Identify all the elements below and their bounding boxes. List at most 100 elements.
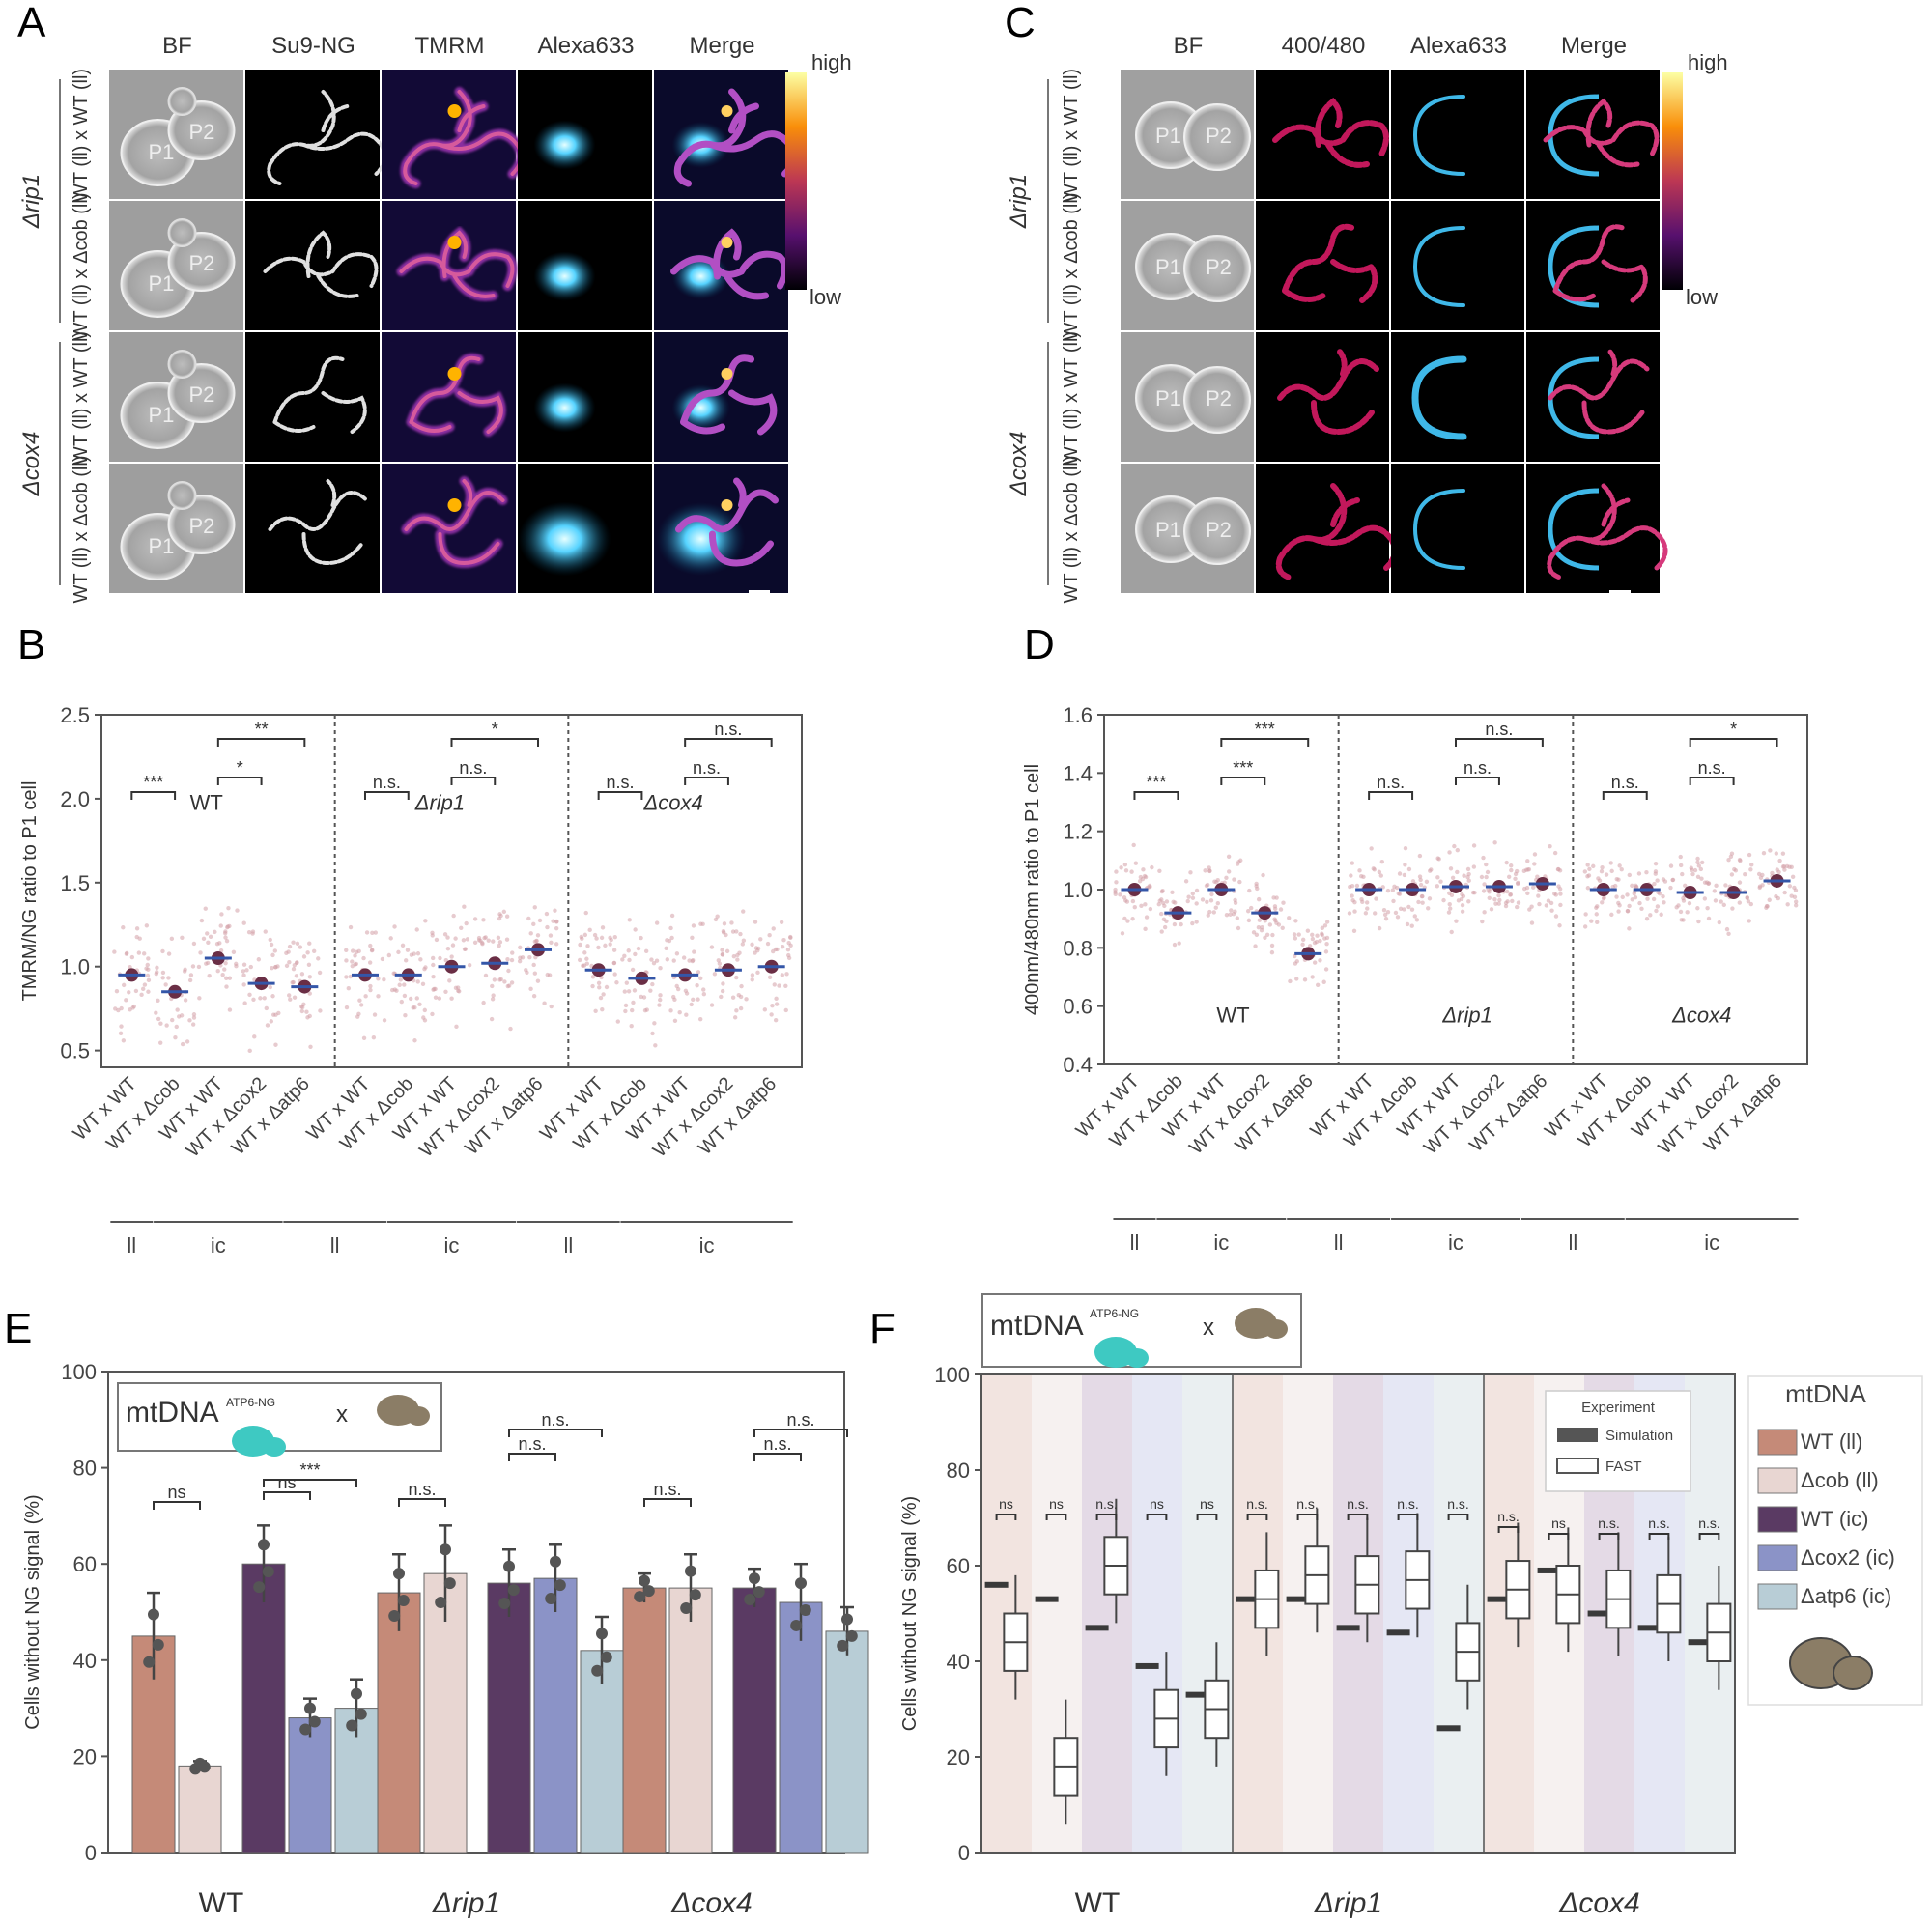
data-point <box>509 980 515 985</box>
inset-label: mtDNA <box>126 1397 219 1429</box>
data-point <box>145 973 151 978</box>
data-point <box>206 940 211 945</box>
data-point <box>1369 846 1374 851</box>
data-point <box>368 983 373 989</box>
data-point <box>1324 920 1330 924</box>
data-point <box>217 941 222 946</box>
data-point <box>137 936 142 941</box>
data-point <box>1235 862 1240 866</box>
data-point <box>409 952 414 957</box>
data-point <box>719 994 724 1000</box>
colorbar-low: low <box>1686 285 1718 309</box>
data-point <box>1516 900 1521 905</box>
data-point <box>1448 906 1453 911</box>
data-point <box>1484 862 1489 867</box>
legend-swatch-simulation <box>1557 1428 1598 1442</box>
data-point <box>1723 883 1728 888</box>
data-point <box>1625 908 1631 914</box>
data-point <box>1743 871 1747 877</box>
alexa633-rim <box>1412 95 1465 176</box>
cell-label-p2: P2 <box>1206 255 1232 279</box>
data-point <box>486 938 491 943</box>
data-point <box>769 1012 774 1017</box>
y-tick-label: 60 <box>73 1552 97 1576</box>
data-point <box>263 929 268 934</box>
simulation-box <box>1286 1596 1310 1602</box>
data-point <box>1397 892 1403 896</box>
data-point <box>1228 912 1233 917</box>
data-point <box>1630 883 1634 889</box>
data-point <box>382 977 386 982</box>
y-tick-label: 100 <box>934 1363 970 1387</box>
data-point <box>731 953 737 959</box>
data-point <box>1292 932 1297 937</box>
y-tick-label: 1.5 <box>60 871 90 895</box>
data-point <box>735 952 740 958</box>
data-point <box>1745 895 1749 900</box>
data-point <box>1787 884 1793 889</box>
data-point <box>112 949 117 954</box>
data-point <box>1504 889 1510 894</box>
merge-network <box>1543 98 1660 168</box>
data-point <box>1466 878 1471 883</box>
data-point <box>180 1041 185 1047</box>
data-point <box>392 924 397 929</box>
data-point <box>1465 874 1470 880</box>
data-point <box>264 1005 269 1011</box>
cell-label-p2: P2 <box>1206 518 1232 542</box>
data-point <box>1429 867 1434 872</box>
data-point <box>1670 877 1675 883</box>
data-point <box>1604 872 1609 877</box>
data-point <box>134 926 140 931</box>
data-point <box>1203 868 1208 873</box>
data-point <box>1585 874 1590 879</box>
data-point <box>1365 906 1370 911</box>
data-point <box>1233 897 1237 903</box>
data-point <box>1726 858 1731 863</box>
legend-swatch <box>1757 1544 1798 1571</box>
data-point <box>765 941 771 947</box>
data-point <box>1678 854 1683 860</box>
y-tick-label: 60 <box>947 1554 970 1578</box>
data-point <box>1462 873 1466 878</box>
simulation-box <box>1537 1567 1561 1573</box>
plot-frame <box>107 1371 845 1854</box>
data-point <box>1438 879 1443 884</box>
y-axis-label: Cells without NG signal (%) <box>899 1496 921 1731</box>
sig-bracket <box>1602 791 1648 800</box>
sig-bracket <box>1648 1533 1670 1540</box>
sig-label: ns <box>999 1496 1013 1512</box>
sig-label: n.s. <box>763 1434 791 1454</box>
data-point <box>1767 897 1772 902</box>
data-point <box>672 997 677 1003</box>
data-point <box>1352 909 1357 914</box>
data-point <box>739 983 744 989</box>
membership-label: ic <box>1704 1231 1719 1255</box>
data-point <box>270 966 274 971</box>
data-point <box>713 917 719 922</box>
data-point <box>361 955 366 961</box>
data-point <box>1183 879 1189 884</box>
merge-hotspot <box>721 368 733 380</box>
sig-bracket <box>995 1514 1017 1520</box>
bar <box>242 1563 286 1854</box>
data-point <box>414 927 419 932</box>
data-point <box>1394 885 1400 891</box>
data-point <box>626 989 632 994</box>
data-point <box>1537 901 1542 907</box>
merge-network <box>675 477 779 567</box>
replicate-point <box>642 1585 655 1598</box>
data-point <box>1177 941 1181 946</box>
data-point <box>175 1007 180 1012</box>
replicate-point <box>388 1609 401 1622</box>
panel-letter-B: B <box>17 621 45 668</box>
data-point <box>738 931 743 937</box>
data-point <box>169 936 175 942</box>
data-point <box>729 920 734 925</box>
data-point <box>344 958 349 963</box>
data-point <box>160 976 165 980</box>
panel-a-tile <box>245 332 380 462</box>
sig-label: n.s. <box>1246 1496 1268 1512</box>
data-point <box>783 983 788 988</box>
sig-bracket <box>643 1498 692 1507</box>
